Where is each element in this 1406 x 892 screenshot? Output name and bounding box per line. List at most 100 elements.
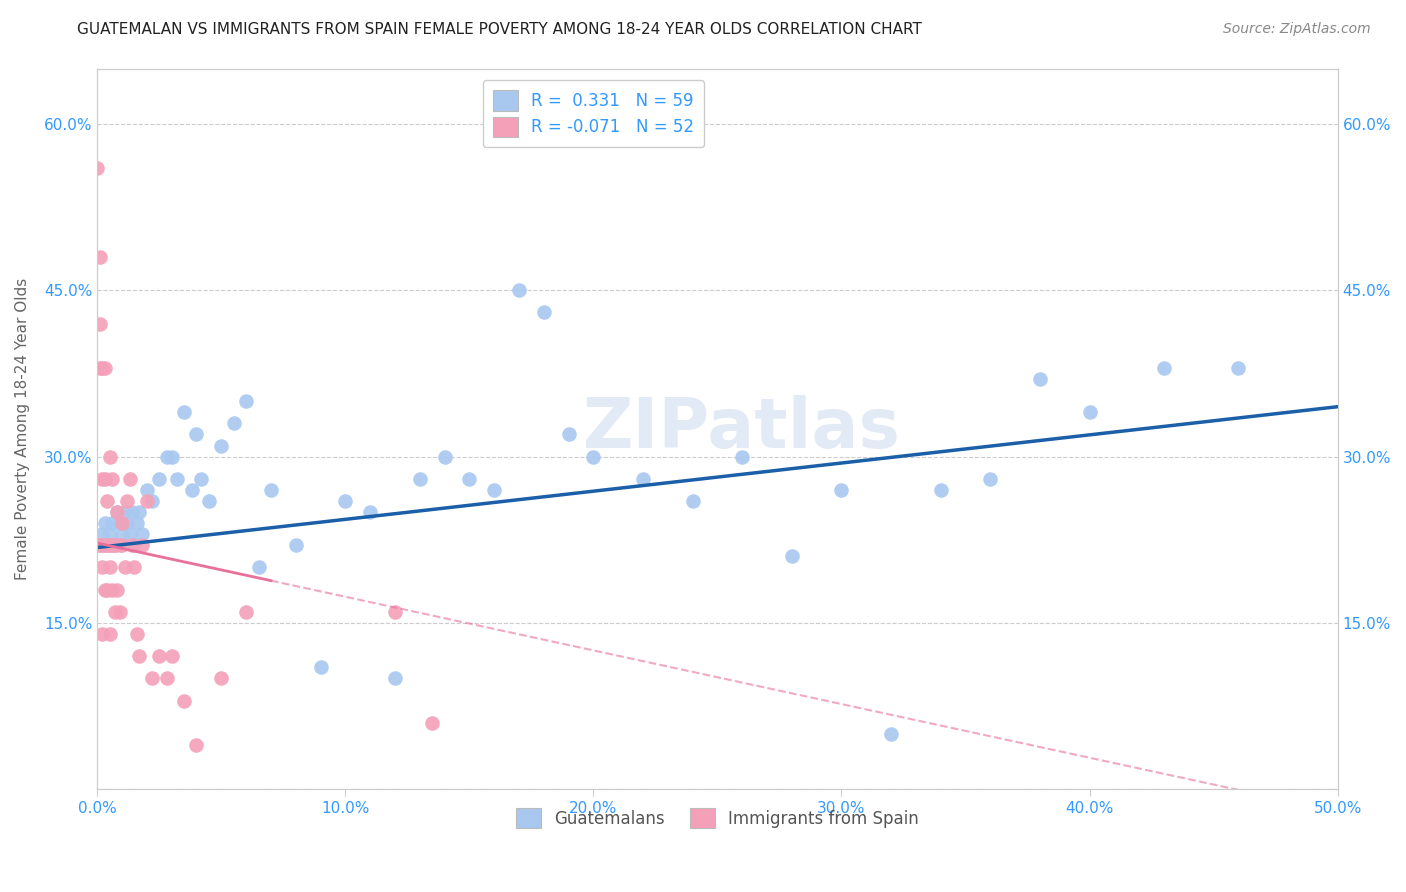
- Point: [98, 627, 121, 641]
- Point: [98, 450, 121, 464]
- Point: [96, 538, 118, 552]
- Point: [173, 405, 195, 419]
- Point: [111, 538, 134, 552]
- Point: [125, 627, 148, 641]
- Point: [1153, 360, 1175, 375]
- Point: [89, 317, 111, 331]
- Point: [111, 516, 134, 530]
- Point: [682, 494, 704, 508]
- Point: [148, 649, 170, 664]
- Point: [1078, 405, 1101, 419]
- Text: Source: ZipAtlas.com: Source: ZipAtlas.com: [1223, 22, 1371, 37]
- Point: [359, 505, 381, 519]
- Point: [86, 538, 108, 552]
- Point: [508, 283, 530, 297]
- Point: [104, 538, 127, 552]
- Point: [93, 516, 115, 530]
- Point: [160, 649, 183, 664]
- Point: [979, 472, 1001, 486]
- Point: [458, 472, 481, 486]
- Point: [91, 527, 114, 541]
- Point: [91, 627, 114, 641]
- Point: [482, 483, 505, 497]
- Point: [124, 560, 146, 574]
- Point: [104, 538, 127, 552]
- Point: [96, 538, 118, 552]
- Point: [209, 438, 232, 452]
- Point: [91, 360, 114, 375]
- Point: [93, 360, 115, 375]
- Point: [731, 450, 754, 464]
- Point: [131, 527, 153, 541]
- Point: [209, 671, 232, 685]
- Point: [235, 605, 257, 619]
- Point: [198, 494, 221, 508]
- Point: [108, 605, 131, 619]
- Point: [105, 505, 128, 519]
- Point: [830, 483, 852, 497]
- Point: [115, 516, 138, 530]
- Point: [101, 472, 124, 486]
- Point: [929, 483, 952, 497]
- Point: [105, 505, 128, 519]
- Y-axis label: Female Poverty Among 18-24 Year Olds: Female Poverty Among 18-24 Year Olds: [15, 277, 30, 580]
- Point: [1029, 372, 1052, 386]
- Point: [111, 527, 134, 541]
- Point: [91, 472, 114, 486]
- Point: [190, 472, 212, 486]
- Point: [118, 472, 141, 486]
- Point: [131, 538, 153, 552]
- Point: [91, 538, 114, 552]
- Point: [93, 538, 115, 552]
- Point: [1227, 360, 1250, 375]
- Point: [880, 727, 903, 741]
- Point: [260, 483, 283, 497]
- Point: [89, 538, 111, 552]
- Point: [335, 494, 357, 508]
- Point: [180, 483, 202, 497]
- Point: [124, 538, 146, 552]
- Point: [135, 483, 157, 497]
- Point: [247, 560, 270, 574]
- Point: [101, 516, 124, 530]
- Point: [115, 494, 138, 508]
- Point: [384, 605, 406, 619]
- Point: [160, 450, 183, 464]
- Point: [108, 516, 131, 530]
- Point: [409, 472, 432, 486]
- Point: [186, 738, 208, 752]
- Point: [101, 582, 124, 597]
- Point: [98, 538, 121, 552]
- Point: [284, 538, 307, 552]
- Point: [89, 538, 111, 552]
- Point: [420, 715, 443, 730]
- Point: [104, 605, 127, 619]
- Point: [141, 494, 163, 508]
- Point: [135, 494, 157, 508]
- Point: [557, 427, 579, 442]
- Text: ZIPatlas: ZIPatlas: [583, 395, 901, 462]
- Text: GUATEMALAN VS IMMIGRANTS FROM SPAIN FEMALE POVERTY AMONG 18-24 YEAR OLDS CORRELA: GUATEMALAN VS IMMIGRANTS FROM SPAIN FEMA…: [77, 22, 922, 37]
- Point: [114, 560, 136, 574]
- Point: [173, 693, 195, 707]
- Point: [166, 472, 188, 486]
- Point: [780, 549, 803, 564]
- Point: [86, 161, 108, 176]
- Point: [156, 671, 179, 685]
- Point: [114, 505, 136, 519]
- Point: [96, 582, 118, 597]
- Point: [433, 450, 456, 464]
- Point: [125, 516, 148, 530]
- Point: [89, 360, 111, 375]
- Point: [222, 417, 245, 431]
- Point: [128, 505, 150, 519]
- Point: [89, 250, 111, 264]
- Point: [105, 582, 128, 597]
- Point: [101, 538, 124, 552]
- Point: [93, 582, 115, 597]
- Point: [186, 427, 208, 442]
- Point: [91, 560, 114, 574]
- Point: [121, 505, 143, 519]
- Point: [98, 527, 121, 541]
- Point: [118, 527, 141, 541]
